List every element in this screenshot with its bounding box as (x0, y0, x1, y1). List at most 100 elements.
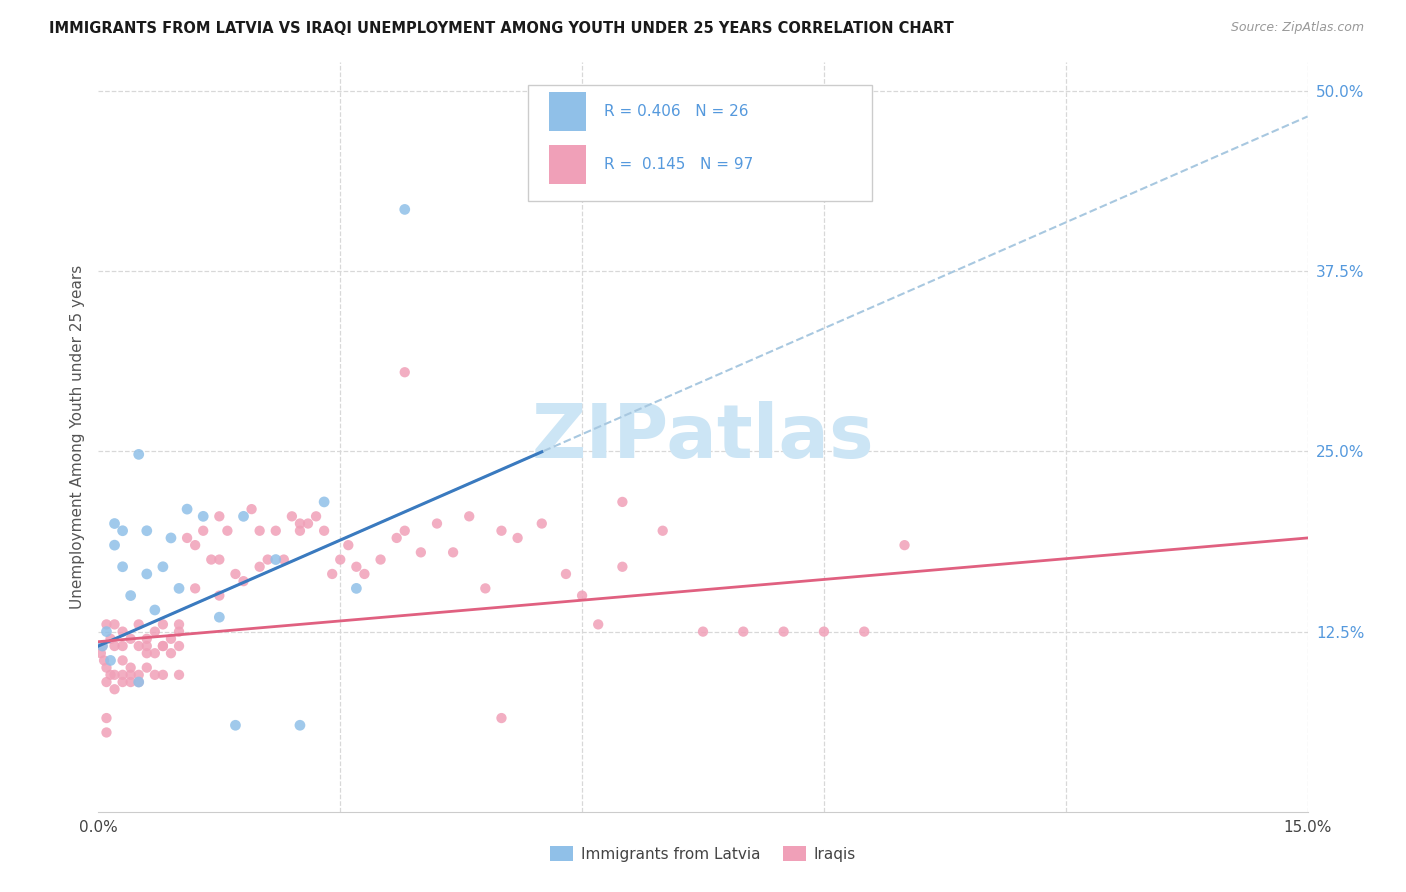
Point (103, 538, 125, 552)
Bar (550, 145, 586, 184)
Point (167, 668, 190, 682)
Point (297, 516, 319, 531)
Point (128, 447, 150, 461)
Point (111, 524, 134, 538)
Bar (527, 85, 872, 201)
Point (152, 639, 174, 653)
Point (111, 653, 134, 667)
Point (692, 624, 714, 639)
Point (120, 668, 142, 682)
Point (160, 632, 183, 646)
Point (135, 660, 157, 674)
Point (100, 632, 122, 646)
Text: Source: ZipAtlas.com: Source: ZipAtlas.com (1230, 21, 1364, 34)
Point (100, 653, 122, 667)
Point (135, 566, 157, 581)
Text: R =  0.145   N = 97: R = 0.145 N = 97 (603, 157, 754, 171)
Point (167, 639, 190, 653)
Point (394, 365, 416, 379)
Point (506, 531, 529, 545)
Text: R = 0.406   N = 26: R = 0.406 N = 26 (603, 104, 748, 120)
Point (491, 711, 513, 725)
Point (100, 668, 122, 682)
Point (176, 502, 198, 516)
Point (337, 538, 360, 552)
Point (305, 509, 328, 524)
Point (160, 646, 183, 660)
Point (394, 202, 416, 217)
Point (555, 566, 578, 581)
Point (91, 639, 114, 653)
Point (128, 617, 150, 632)
Point (96, 675, 118, 690)
Point (120, 675, 142, 690)
Point (772, 624, 794, 639)
Point (353, 566, 375, 581)
Point (264, 524, 287, 538)
Point (152, 668, 174, 682)
Point (208, 552, 231, 566)
Point (103, 516, 125, 531)
Point (612, 559, 634, 574)
Point (314, 524, 336, 538)
Point (96, 725, 118, 739)
Point (135, 524, 157, 538)
Point (344, 582, 367, 596)
Point (240, 502, 263, 516)
Point (152, 639, 174, 653)
Point (249, 524, 271, 538)
Point (733, 624, 755, 639)
Point (893, 538, 915, 552)
Point (103, 668, 125, 682)
Point (167, 582, 190, 596)
Point (651, 524, 673, 538)
Point (96, 711, 118, 725)
Point (458, 509, 481, 524)
Point (264, 552, 287, 566)
Point (208, 610, 231, 624)
Point (111, 675, 134, 690)
Bar (550, 93, 586, 131)
Point (288, 718, 311, 732)
Point (111, 559, 134, 574)
Point (571, 589, 593, 603)
Point (111, 668, 134, 682)
Point (120, 589, 142, 603)
Point (256, 552, 278, 566)
Point (224, 566, 246, 581)
Point (321, 566, 343, 581)
Point (167, 624, 190, 639)
Point (96, 624, 118, 639)
Point (394, 524, 416, 538)
Point (409, 545, 432, 559)
Point (128, 675, 150, 690)
Point (474, 582, 496, 596)
Point (232, 509, 254, 524)
Point (249, 559, 271, 574)
Point (152, 617, 174, 632)
Point (200, 552, 222, 566)
Point (232, 574, 254, 589)
Legend: Immigrants from Latvia, Iraqis: Immigrants from Latvia, Iraqis (544, 839, 862, 868)
Point (111, 624, 134, 639)
Point (103, 617, 125, 632)
Point (586, 617, 609, 632)
Point (441, 545, 464, 559)
Point (111, 639, 134, 653)
Point (193, 509, 215, 524)
Point (176, 531, 198, 545)
Point (96, 617, 118, 632)
Point (120, 660, 142, 674)
Point (143, 668, 166, 682)
Point (612, 495, 634, 509)
Point (143, 624, 166, 639)
Point (208, 509, 231, 524)
Point (160, 531, 183, 545)
Point (152, 559, 174, 574)
Point (135, 646, 157, 660)
Point (167, 617, 190, 632)
Point (184, 582, 207, 596)
Point (128, 668, 150, 682)
Point (224, 718, 246, 732)
Point (96, 660, 118, 674)
